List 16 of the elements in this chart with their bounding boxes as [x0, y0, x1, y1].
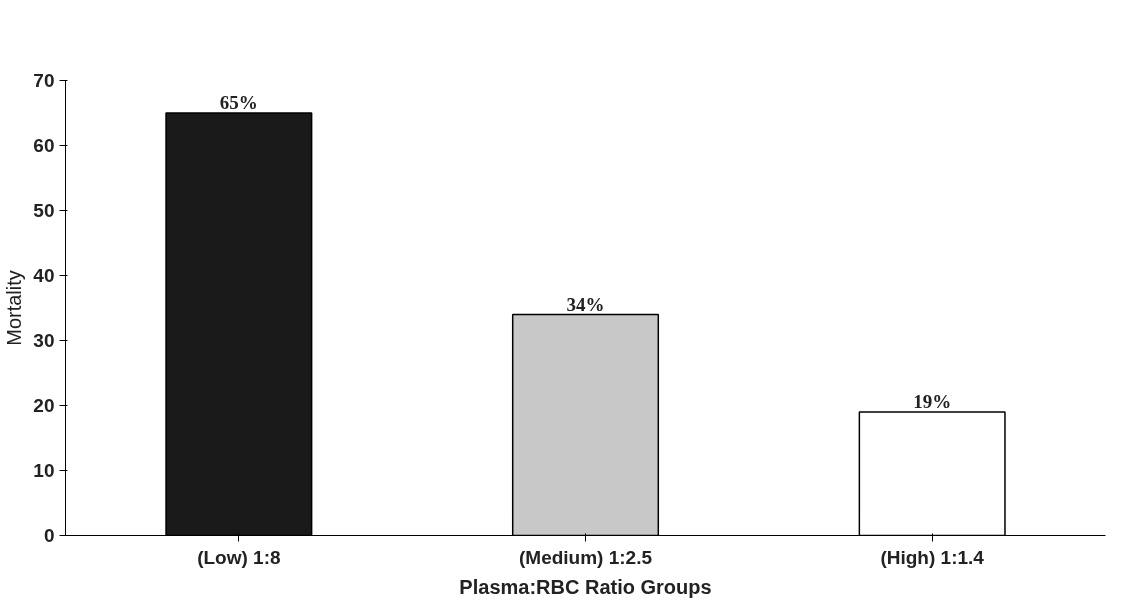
- y-axis-title: Mortality: [3, 270, 26, 346]
- y-tick-label: 20: [33, 395, 55, 416]
- x-tick-label: (Low) 1:8: [197, 546, 281, 568]
- data-label: 34%: [566, 293, 605, 315]
- y-tick-label: 40: [33, 265, 55, 286]
- y-tick-label: 70: [33, 70, 55, 91]
- y-tick-label: 10: [33, 460, 55, 481]
- x-tick-label: (High) 1:1.4: [880, 546, 985, 568]
- y-tick-label: 60: [33, 135, 55, 156]
- data-label: 65%: [219, 92, 258, 113]
- y-tick-label: 0: [43, 525, 55, 546]
- x-axis-title: Plasma:RBC Ratio Groups: [459, 575, 712, 598]
- y-tick-label: 30: [33, 330, 55, 351]
- data-label: 19%: [913, 391, 952, 412]
- y-tick-label: 50: [33, 200, 55, 221]
- x-tick-label: (Medium) 1:2.5: [518, 546, 653, 568]
